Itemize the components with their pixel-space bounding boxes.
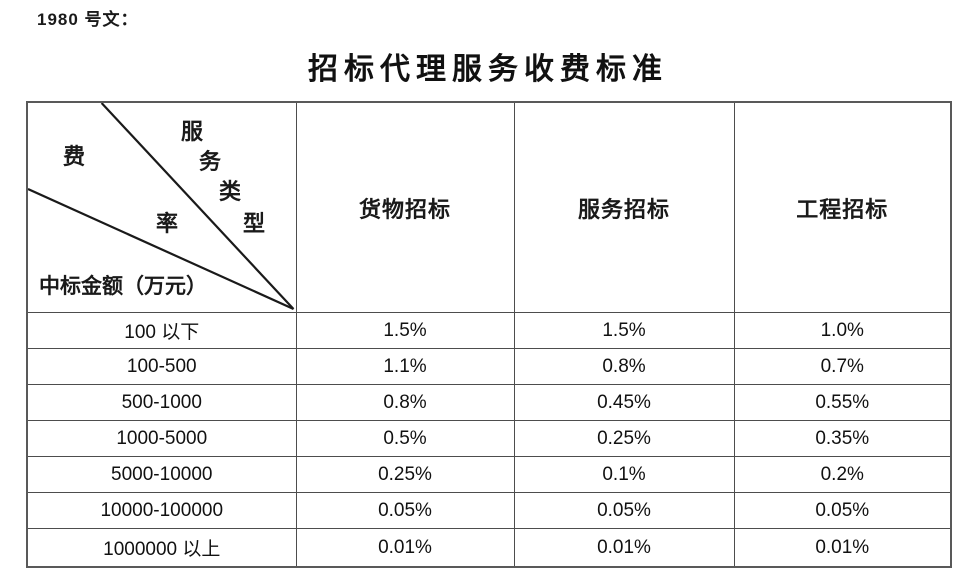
fee-value: 0.7% [733, 348, 952, 385]
table-row: 1000-5000 0.5% 0.25% 0.35% [26, 420, 952, 457]
table-row: 100 以下 1.5% 1.5% 1.0% [26, 312, 952, 349]
fee-value: 0.05% [295, 492, 515, 529]
page-title: 招标代理服务收费标准 [308, 53, 668, 86]
table-header-row: 服 务 类 型 费 率 中标金额（万元） 货物招标 服务招标 工程招标 [26, 101, 952, 313]
fee-value: 0.01% [733, 528, 952, 568]
table-row: 5000-10000 0.25% 0.1% 0.2% [26, 456, 952, 493]
corner-service-char-2: 务 [199, 149, 222, 174]
corner-rate-char-2: 率 [156, 211, 179, 236]
fee-value: 0.05% [733, 492, 952, 529]
document-ref-label: 1980 号文： [37, 10, 139, 29]
amount-range: 1000000 以上 [26, 528, 297, 568]
fee-value: 0.45% [513, 384, 735, 421]
fee-value: 0.35% [733, 420, 952, 457]
column-header-works: 工程招标 [733, 101, 952, 313]
fee-value: 0.25% [295, 456, 515, 493]
table-row: 100-500 1.1% 0.8% 0.7% [26, 348, 952, 385]
table-row: 500-1000 0.8% 0.45% 0.55% [26, 384, 952, 421]
fee-value: 0.8% [513, 348, 735, 385]
amount-range: 10000-100000 [26, 492, 297, 529]
table-row: 1000000 以上 0.01% 0.01% 0.01% [26, 528, 952, 568]
fee-standard-table: 服 务 类 型 费 率 中标金额（万元） 货物招标 服务招标 工程招标 100 … [26, 101, 952, 568]
corner-service-char-4: 型 [243, 211, 266, 236]
amount-range: 500-1000 [26, 384, 297, 421]
fee-value: 0.01% [295, 528, 515, 568]
fee-value: 0.8% [295, 384, 515, 421]
amount-range: 5000-10000 [26, 456, 297, 493]
amount-range: 100 以下 [26, 312, 297, 349]
corner-amount-label: 中标金额（万元） [39, 274, 207, 298]
corner-service-char-1: 服 [181, 119, 204, 144]
amount-range: 100-500 [26, 348, 297, 385]
corner-rate-char-1: 费 [63, 144, 86, 169]
fee-value: 1.0% [733, 312, 952, 349]
table-row: 10000-100000 0.05% 0.05% 0.05% [26, 492, 952, 529]
column-header-goods: 货物招标 [295, 101, 515, 313]
fee-value: 1.5% [513, 312, 735, 349]
fee-value: 0.01% [513, 528, 735, 568]
fee-value: 0.1% [513, 456, 735, 493]
fee-value: 0.05% [513, 492, 735, 529]
fee-value: 1.5% [295, 312, 515, 349]
column-header-service: 服务招标 [513, 101, 735, 313]
fee-value: 0.25% [513, 420, 735, 457]
diagonal-corner-cell: 服 务 类 型 费 率 中标金额（万元） [26, 101, 297, 313]
fee-value: 0.55% [733, 384, 952, 421]
amount-range: 1000-5000 [26, 420, 297, 457]
fee-value: 0.5% [295, 420, 515, 457]
diagonal-lines [28, 103, 295, 311]
fee-value: 0.2% [733, 456, 952, 493]
fee-value: 1.1% [295, 348, 515, 385]
corner-service-char-3: 类 [219, 179, 242, 204]
